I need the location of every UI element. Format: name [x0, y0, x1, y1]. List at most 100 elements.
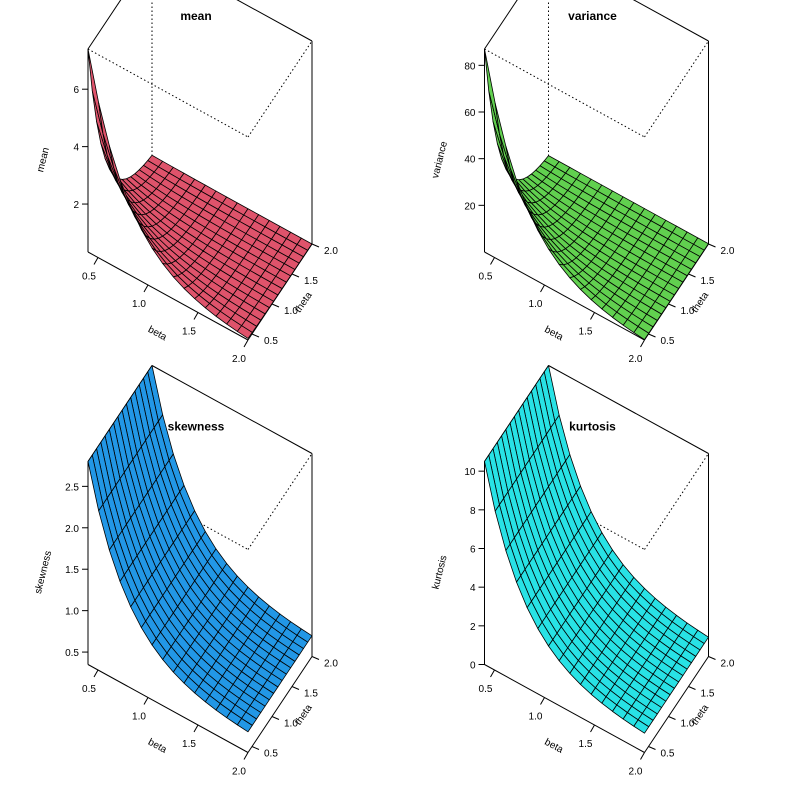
x-tick: [590, 724, 595, 733]
y-tick-label: 1.0: [681, 306, 695, 317]
x-tick-label: 2.0: [629, 767, 643, 778]
x-tick-label: 0.5: [479, 272, 493, 283]
box-edge-bottom-left: [87, 664, 249, 753]
y-tick-label: 1.5: [701, 276, 715, 287]
box-edge-bottom-right: [247, 243, 313, 341]
panel-kurtosis: kurtosis 0 2 4 6 8 10 kurtosis 0.5 1.0 1.5 2.0 beta 0…: [431, 365, 735, 778]
box-edge-top-back: [484, 0, 518, 50]
box-edge-bottom-right: [644, 656, 709, 753]
y-tick-label: 1.0: [681, 719, 695, 730]
y-tick-label: 2.0: [324, 246, 338, 257]
chart-title: mean: [180, 9, 211, 23]
y-tick-label: 0.5: [661, 749, 675, 760]
panel-mean: mean 2 4 6 mean 0.5 1.0 1.5 2.0 beta 0.5 1.0 1.5 2.0 t…: [35, 0, 338, 365]
y-tick: [251, 333, 260, 338]
box-edge-top-back: [87, 0, 122, 50]
x-tick-label: 1.5: [182, 739, 196, 750]
z-axis-label: mean: [35, 146, 52, 173]
y-tick-label: 0.5: [264, 336, 278, 347]
x-axis-label: beta: [146, 324, 169, 343]
y-tick-label: 1.5: [304, 276, 318, 287]
x-tick: [540, 284, 545, 293]
z-tick-label: 80: [464, 61, 476, 72]
box-edge-top-left: [484, 48, 645, 138]
y-tick: [311, 243, 320, 248]
z-tick-label: 4: [470, 583, 476, 594]
x-tick-label: 1.0: [132, 299, 146, 310]
z-axis-label: skewness: [33, 550, 54, 595]
panel-variance: variance 20 40 60 80 variance 0.5 1.0 1.5 2.0 beta…: [430, 0, 735, 365]
z-axis-label: kurtosis: [431, 554, 450, 590]
z-tick-label: 0.5: [65, 648, 79, 659]
x-tick-label: 2.0: [232, 767, 246, 778]
x-tick: [490, 669, 495, 678]
box-edge-top-front: [247, 453, 313, 550]
y-tick-label: 0.5: [661, 336, 675, 347]
y-tick: [708, 243, 716, 248]
x-tick: [640, 339, 645, 348]
surface-facet: [87, 48, 104, 134]
y-tick: [291, 273, 300, 278]
x-tick-label: 1.5: [182, 327, 196, 338]
z-tick-label: 0: [470, 661, 476, 672]
y-axis-label: theta: [690, 702, 712, 727]
box-edge-top-right: [632, 0, 709, 42]
y-tick: [688, 273, 696, 278]
y-tick: [668, 303, 676, 308]
y-tick-label: 2.0: [721, 246, 735, 257]
x-tick: [143, 697, 149, 705]
x-tick-label: 1.0: [529, 299, 543, 310]
x-tick: [243, 752, 249, 760]
x-tick: [590, 312, 595, 320]
z-tick-label: 6: [73, 85, 79, 96]
y-tick: [271, 716, 280, 720]
x-tick: [193, 312, 199, 320]
box-edge-top-left: [87, 461, 249, 550]
y-tick-label: 1.0: [284, 306, 298, 317]
z-tick-label: 2.5: [65, 482, 79, 493]
box-edge-top-front: [644, 453, 709, 550]
surface-facet: [236, 325, 253, 339]
x-axis-label: beta: [542, 324, 565, 343]
x-tick-label: 0.5: [479, 684, 493, 695]
y-tick: [271, 303, 280, 308]
y-tick: [648, 333, 656, 338]
y-tick: [648, 746, 656, 750]
chart-title: kurtosis: [569, 420, 616, 434]
box-edge-top-right: [236, 0, 313, 42]
box-edge-bottom-right: [247, 656, 313, 753]
z-tick-label: 1.0: [65, 607, 79, 618]
z-tick-label: 40: [464, 155, 476, 166]
y-tick: [311, 656, 320, 660]
y-tick-label: 2.0: [324, 659, 338, 670]
z-tick-label: 1.5: [65, 565, 79, 576]
box-edge-top-front: [644, 40, 709, 138]
box-edge-top-left: [87, 48, 249, 138]
box-edge-top-right: [151, 365, 313, 454]
box-edge-bottom-left: [484, 251, 645, 341]
chart-title: variance: [568, 9, 617, 23]
y-tick: [291, 686, 300, 690]
box-edge-bottom-right: [644, 243, 709, 341]
y-tick: [251, 746, 260, 750]
x-tick: [93, 669, 99, 678]
z-tick-label: 6: [470, 545, 476, 556]
x-tick: [243, 339, 249, 348]
x-tick-label: 0.5: [82, 684, 96, 695]
x-tick: [640, 752, 645, 760]
z-tick-label: 10: [464, 467, 476, 478]
y-axis-label: theta: [690, 290, 712, 315]
box-edge-top-front: [247, 40, 313, 138]
y-tick: [688, 686, 696, 690]
z-tick-label: 2.0: [65, 524, 79, 535]
y-tick: [668, 716, 676, 720]
y-axis-label: theta: [293, 290, 315, 315]
box-edge-bottom-left: [87, 251, 249, 341]
x-tick: [540, 697, 545, 705]
z-tick-label: 8: [470, 506, 476, 517]
x-axis-label: beta: [542, 737, 565, 756]
y-axis-label: theta: [293, 702, 315, 727]
y-tick-label: 0.5: [264, 749, 278, 760]
x-tick: [93, 257, 99, 265]
x-tick-label: 1.5: [579, 327, 593, 338]
